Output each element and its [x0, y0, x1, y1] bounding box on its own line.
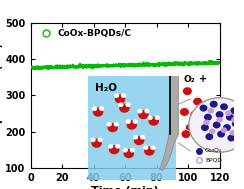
Circle shape: [115, 94, 125, 104]
Circle shape: [143, 145, 148, 150]
Circle shape: [109, 145, 120, 154]
Legend: CoOx-BPQDs/C: CoOx-BPQDs/C: [35, 27, 133, 40]
Circle shape: [114, 122, 119, 127]
Circle shape: [205, 133, 213, 140]
Text: O₂: O₂: [183, 75, 195, 84]
Circle shape: [203, 119, 210, 125]
Circle shape: [208, 108, 214, 114]
Circle shape: [209, 129, 215, 134]
Circle shape: [200, 105, 207, 112]
Circle shape: [155, 115, 160, 120]
Circle shape: [201, 124, 209, 131]
Circle shape: [180, 108, 189, 116]
Circle shape: [91, 137, 96, 142]
Circle shape: [217, 131, 225, 138]
Text: Co₃O₄: Co₃O₄: [205, 149, 222, 153]
Circle shape: [123, 149, 134, 158]
Circle shape: [126, 120, 137, 130]
Circle shape: [115, 144, 120, 149]
Circle shape: [98, 137, 103, 142]
Circle shape: [189, 98, 244, 152]
Circle shape: [108, 144, 113, 149]
Circle shape: [193, 97, 203, 106]
Circle shape: [140, 135, 145, 139]
Text: H₂O: H₂O: [95, 83, 117, 93]
Polygon shape: [160, 76, 179, 170]
Circle shape: [137, 109, 142, 114]
Circle shape: [232, 120, 240, 127]
Circle shape: [181, 130, 191, 138]
Circle shape: [213, 122, 221, 129]
Circle shape: [210, 101, 218, 108]
Circle shape: [92, 106, 97, 111]
Circle shape: [107, 122, 112, 127]
Circle shape: [118, 102, 123, 107]
Circle shape: [227, 134, 235, 142]
Circle shape: [119, 103, 130, 113]
Circle shape: [126, 119, 131, 124]
Circle shape: [107, 123, 118, 132]
Text: +: +: [199, 74, 207, 84]
Circle shape: [221, 127, 227, 133]
Circle shape: [93, 107, 103, 117]
Circle shape: [190, 110, 200, 119]
Circle shape: [133, 135, 138, 139]
Circle shape: [114, 93, 119, 98]
Circle shape: [225, 110, 232, 116]
Circle shape: [138, 110, 149, 119]
Circle shape: [216, 111, 224, 118]
Y-axis label: Overpotential (mV): Overpotential (mV): [0, 42, 3, 149]
Circle shape: [148, 115, 153, 120]
Circle shape: [121, 93, 126, 98]
Circle shape: [133, 119, 138, 124]
Circle shape: [194, 117, 204, 125]
Circle shape: [223, 124, 231, 131]
Circle shape: [230, 130, 236, 136]
Circle shape: [216, 117, 223, 123]
Circle shape: [134, 136, 144, 145]
Circle shape: [144, 146, 155, 156]
Circle shape: [231, 117, 237, 123]
Circle shape: [230, 107, 238, 114]
Circle shape: [185, 123, 195, 132]
Circle shape: [150, 145, 155, 150]
Circle shape: [123, 148, 128, 153]
Circle shape: [226, 114, 234, 121]
Circle shape: [91, 139, 102, 148]
Circle shape: [125, 102, 131, 107]
Circle shape: [130, 148, 135, 153]
Text: BPQD: BPQD: [205, 158, 222, 163]
FancyBboxPatch shape: [88, 76, 176, 180]
X-axis label: Time (min): Time (min): [91, 186, 159, 189]
Circle shape: [99, 106, 104, 111]
Circle shape: [148, 116, 159, 126]
Circle shape: [183, 87, 192, 95]
Circle shape: [204, 114, 212, 121]
Circle shape: [220, 103, 228, 110]
Circle shape: [144, 109, 150, 114]
